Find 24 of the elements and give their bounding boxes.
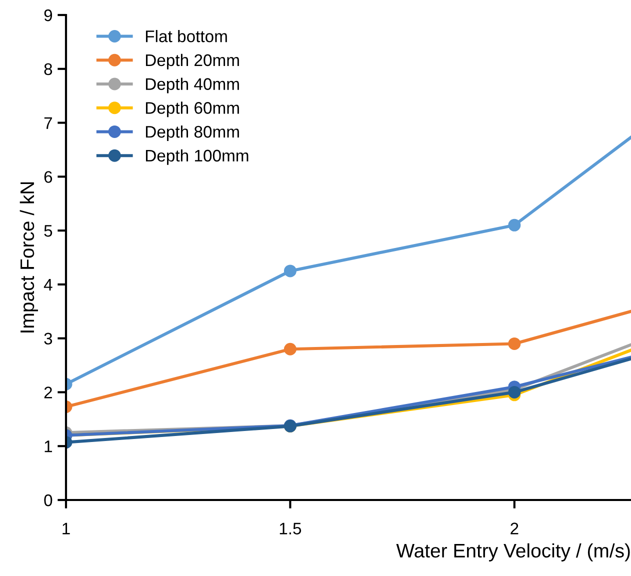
legend-label: Depth 20mm [146, 54, 239, 70]
legend-label: Depth 80mm [146, 125, 239, 142]
legend-label: Depth 60mm [146, 102, 239, 118]
x-tick-label: 2 [510, 522, 518, 534]
legend-label: Flat bottom [146, 30, 227, 42]
y-tick-label: 7 [44, 117, 52, 129]
y-axis-title: Impact Force / kN [20, 182, 38, 332]
y-tick-label: 1 [44, 440, 52, 452]
point [508, 337, 521, 350]
x-tick-label: 1.5 [280, 522, 302, 534]
y-tick-label: 2 [44, 386, 52, 398]
legend-label: Depth 40mm [146, 78, 239, 94]
point [508, 386, 521, 398]
y-tick-label: 4 [44, 279, 52, 290]
y-tick-label: 5 [44, 225, 52, 237]
x-tick-label: 1 [62, 522, 70, 534]
y-tick-label: 8 [44, 63, 52, 76]
x-axis-title: Water Entry Velocity / (m/s) [396, 543, 630, 562]
legend-label: Depth 100mm [146, 149, 248, 165]
y-tick-label: 0 [44, 494, 52, 506]
y-tick-label: 6 [44, 171, 52, 183]
point [508, 218, 521, 232]
y-tick-label: 9 [44, 9, 52, 22]
y-tick-label: 3 [44, 332, 52, 345]
